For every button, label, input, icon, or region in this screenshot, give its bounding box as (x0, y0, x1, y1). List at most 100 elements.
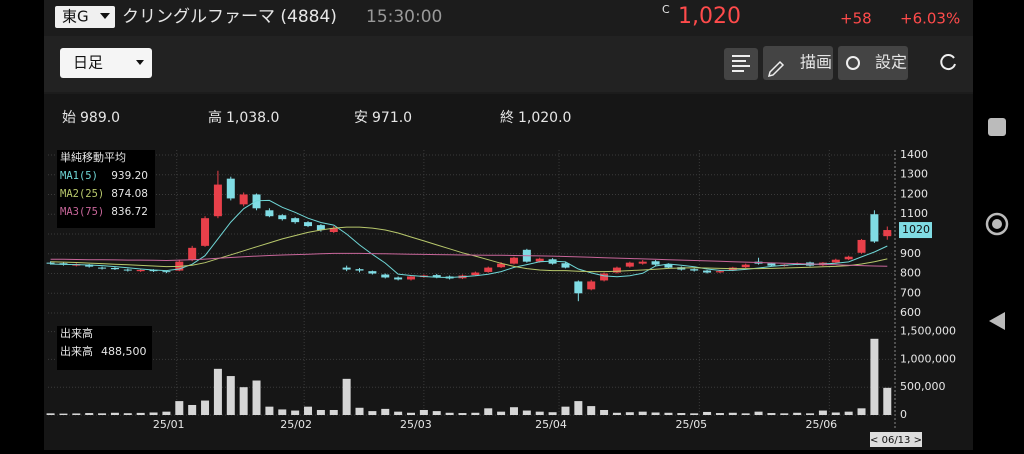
y-tick-label: 0 (900, 408, 907, 421)
candle-body (561, 263, 570, 268)
candle-body (110, 267, 119, 270)
volume-bar (226, 376, 235, 415)
draw-button[interactable] (763, 46, 833, 80)
y-tick-label: 1100 (900, 207, 928, 220)
volume-bar (728, 412, 737, 415)
nav-home[interactable] (985, 212, 1009, 236)
volume-bar (445, 412, 454, 415)
candle-body (85, 264, 94, 267)
y-tick-label: 1,500,000 (900, 325, 956, 338)
candle-body (497, 263, 506, 268)
candle-body (381, 274, 390, 278)
volume-bar (844, 411, 853, 415)
volume-bar (278, 409, 287, 415)
price-tag-text: 1020 (902, 223, 930, 236)
volume-bar (690, 413, 699, 415)
volume-bar (407, 412, 415, 415)
period: 日足 (73, 54, 103, 72)
candle-body (407, 276, 415, 280)
x-tick-label: 25/01 (153, 418, 185, 431)
time: 15:30:00 (366, 7, 442, 27)
volume-bar (316, 409, 325, 415)
y-tick-label: 800 (900, 267, 921, 280)
ohlc-label: 終 (500, 110, 514, 126)
volume-bar (136, 412, 145, 415)
volume-bar (509, 407, 518, 415)
candle-body (715, 271, 724, 273)
volume-bar (59, 413, 68, 415)
change: +58 (840, 10, 872, 28)
y-tick-label: 500,000 (900, 380, 946, 393)
price: 1,020 (678, 4, 741, 29)
candle-body (239, 194, 248, 205)
ohlc-value: 971.0 (372, 110, 412, 126)
candle-body (831, 259, 840, 263)
settings-button[interactable] (838, 46, 908, 80)
list-button[interactable] (724, 48, 758, 80)
legend-name: MA1(5) (60, 170, 98, 182)
ohlc-label: 始 (62, 110, 76, 126)
candle-body (368, 271, 377, 274)
candle-body (188, 247, 197, 260)
candle-body (612, 267, 621, 273)
candle-body (625, 262, 634, 267)
volume-bar (522, 410, 531, 415)
volume-bar (432, 411, 441, 415)
y-tick-label: 600 (900, 306, 921, 319)
volume-bar (458, 413, 467, 415)
legend-name: MA2(25) (60, 188, 104, 200)
candle-body (252, 194, 261, 209)
legend-value: 939.20 (111, 170, 148, 182)
volume-bar (612, 412, 621, 415)
volume-bar (110, 412, 119, 415)
volume-bar (638, 411, 647, 415)
volume-bar (149, 412, 158, 415)
date-tag (870, 432, 922, 447)
volume-bar (342, 378, 351, 415)
volume-bar (818, 410, 827, 415)
candle-body (857, 239, 866, 253)
market-select[interactable] (55, 6, 115, 28)
volume-bar (883, 387, 892, 415)
volume-bar (419, 409, 428, 415)
volume-bar (175, 401, 184, 415)
candle-body (638, 261, 647, 264)
candle-body (98, 267, 107, 269)
volume-bar (46, 413, 55, 415)
price-tag (899, 222, 932, 239)
ohlc-label: 高 (208, 109, 222, 126)
candle-body (690, 269, 699, 271)
y-tick-label: 700 (900, 286, 921, 299)
volume-bar (85, 413, 94, 415)
dropdown-arrow (100, 13, 110, 19)
legend-box (57, 326, 152, 370)
legend-name: 出来高 (60, 344, 93, 358)
volume-bar (780, 413, 789, 415)
refresh-icon[interactable] (940, 54, 956, 71)
x-tick-label: 25/06 (805, 418, 837, 431)
volume-bar (561, 406, 570, 415)
settings-label: 設定 (875, 53, 907, 72)
candle-body (484, 267, 493, 272)
legend-value: 836.72 (111, 206, 148, 218)
candle-body (844, 256, 853, 260)
stock-name: クリングルファーマ (4884) (122, 7, 337, 27)
candle-body (329, 228, 338, 233)
nav-recent[interactable] (988, 118, 1006, 136)
ohlc-value: 989.0 (80, 110, 120, 126)
volume-bar (625, 412, 634, 415)
volume-bar (651, 412, 660, 415)
dropdown-arrow (136, 60, 144, 65)
volume-bar (664, 412, 673, 415)
volume-bar (793, 412, 802, 415)
legend-name: MA3(75) (60, 206, 104, 218)
candle-body (741, 264, 750, 268)
period-select[interactable] (60, 48, 152, 78)
volume-bar (239, 387, 248, 415)
volume-bar (72, 413, 81, 415)
nav-back[interactable] (989, 312, 1005, 330)
candle-body (471, 272, 480, 276)
change-pct: +6.03% (900, 10, 960, 28)
